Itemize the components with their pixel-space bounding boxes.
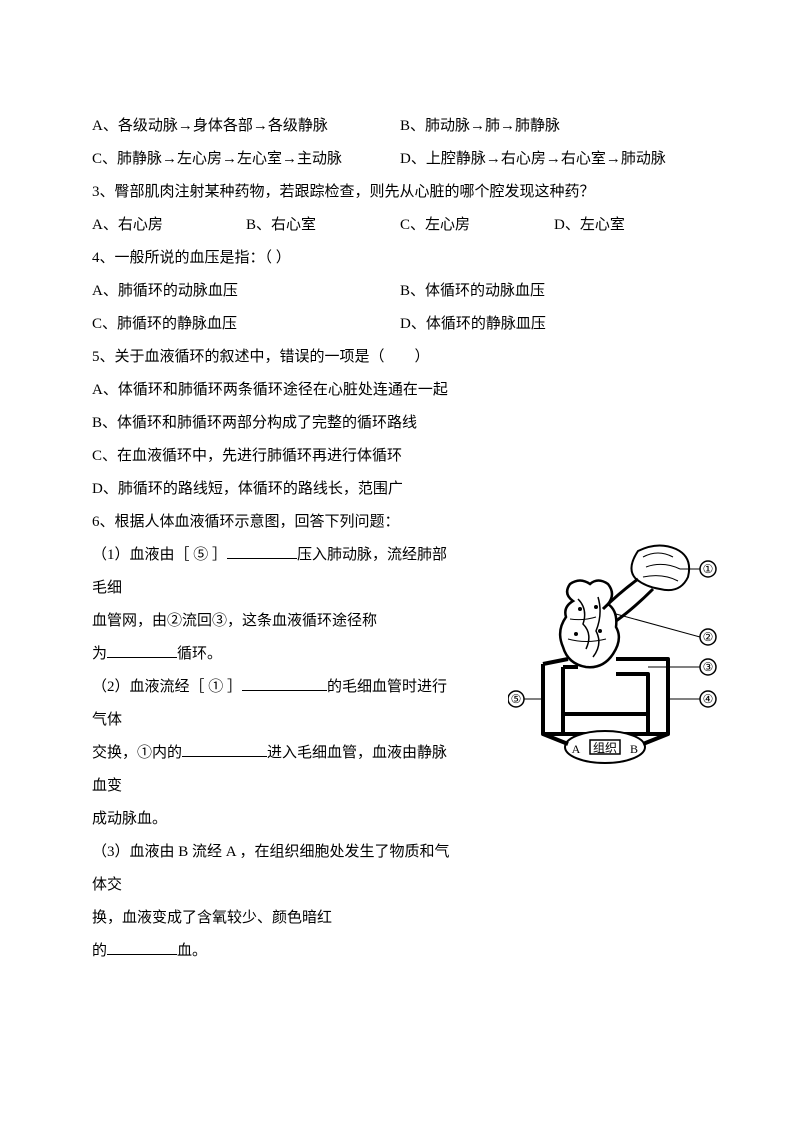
q6-text: （1）血液由［ ⑤ ］压入肺动脉，流经肺部毛细 血管网，由②流回③，这条血液循环… [92,539,462,968]
q2-opt-d: D、上腔静脉→右心房→右心室→肺动脉 [400,143,666,176]
label-3: ③ [703,660,714,674]
q6-p3d: 血。 [177,943,207,959]
q6-p2c: 交换，①内的 [92,745,182,761]
q4-d: D、体循环的静脉皿压 [400,308,546,341]
q2-opt-b: B、肺动脉→肺→肺静脉 [400,110,560,143]
q6-p3-l3: 的 血。 [92,935,462,968]
q6-p1-l3: 为 循环。 [92,638,462,671]
q5-d: D、肺循环的路线短，体循环的路线长，范围广 [92,473,708,506]
q6-p3-l2: 换，血液变成了含氧较少、颜色暗红 [92,902,462,935]
q3-d: D、左心室 [554,209,708,242]
exam-content: A、各级动脉→身体各部→各级静脉 B、肺动脉→肺→肺静脉 C、肺静脉→左心房→左… [92,110,708,968]
q6-p1-l1: （1）血液由［ ⑤ ］压入肺动脉，流经肺部毛细 [92,539,462,605]
q5-c: C、在血液循环中，先进行肺循环再进行体循环 [92,440,708,473]
q2-row2: C、肺静脉→左心房→左心室→主动脉 D、上腔静脉→右心房→右心室→肺动脉 [92,143,708,176]
blank-4 [182,742,267,757]
q4-row1: A、肺循环的动脉血压 B、体循环的动脉血压 [92,275,708,308]
blank-5 [107,940,177,955]
q4-stem: 4、一般所说的血压是指：（ ） [92,242,708,275]
q6-p1-l2: 血管网，由②流回③，这条血液循环途径称 [92,605,462,638]
loop-inner [563,667,648,714]
q6-p1a: （1）血液由［ ⑤ ］ [92,547,227,563]
q2-opt-a: A、各级动脉→身体各部→各级静脉 [92,110,400,143]
q3-opts: A、右心房 B、右心室 C、左心房 D、左心室 [92,209,708,242]
label-4: ④ [703,692,714,706]
label-2: ② [703,630,714,644]
q4-a: A、肺循环的动脉血压 [92,275,400,308]
q6-p3-l1: （3）血液由 B 流经 A ，在组织细胞处发生了物质和气体交 [92,836,462,902]
q6-stem: 6、根据人体血液循环示意图，回答下列问题： [92,506,708,539]
q5-a: A、体循环和肺循环两条循环途径在心脏处连通在一起 [92,374,708,407]
q6-p1e: 循环。 [177,646,222,662]
q6-p2-l1: （2）血液流经［ ① ］的毛细血管时进行气体 [92,671,462,737]
label-1: ① [703,562,714,576]
circulation-diagram: 组织 A B ① ② ③ ④ [508,539,718,779]
label-b: B [630,742,638,756]
blank-3 [242,676,327,691]
label-5: ⑤ [511,692,522,706]
text-column: A、各级动脉→身体各部→各级静脉 B、肺动脉→肺→肺静脉 C、肺静脉→左心房→左… [92,110,708,968]
blank-2 [107,643,177,658]
blank-1 [227,544,297,559]
lung-shape [631,545,689,590]
q3-b: B、右心室 [246,209,400,242]
q3-c: C、左心房 [400,209,554,242]
q6-p2-l2: 交换，①内的进入毛细血管，血液由静脉血变 [92,737,462,803]
q4-c: C、肺循环的静脉血压 [92,308,400,341]
diagram-svg: 组织 A B ① ② ③ ④ [508,539,718,779]
q5-stem: 5、关于血液循环的叙述中，错误的一项是（ ） [92,341,708,374]
q6-p1d: 为 [92,646,107,662]
q6-p3c: 的 [92,943,107,959]
tissue-label: 组织 [593,741,617,755]
q2-opt-c: C、肺静脉→左心房→左心室→主动脉 [92,143,400,176]
q4-b: B、体循环的动脉血压 [400,275,545,308]
q6-p2-l3: 成动脉血。 [92,803,462,836]
q5-b: B、体循环和肺循环两部分构成了完整的循环路线 [92,407,708,440]
q3-stem: 3、臀部肌肉注射某种药物，若跟踪检查，则先从心脏的哪个腔发现这种药？ [92,176,708,209]
label-a: A [572,742,581,756]
q6-p2a: （2）血液流经［ ① ］ [92,679,242,695]
q6-body: （1）血液由［ ⑤ ］压入肺动脉，流经肺部毛细 血管网，由②流回③，这条血液循环… [92,539,708,968]
q2-row1: A、各级动脉→身体各部→各级静脉 B、肺动脉→肺→肺静脉 [92,110,708,143]
q4-row2: C、肺循环的静脉血压 D、体循环的静脉皿压 [92,308,708,341]
heart-shape [560,581,619,668]
q3-a: A、右心房 [92,209,246,242]
